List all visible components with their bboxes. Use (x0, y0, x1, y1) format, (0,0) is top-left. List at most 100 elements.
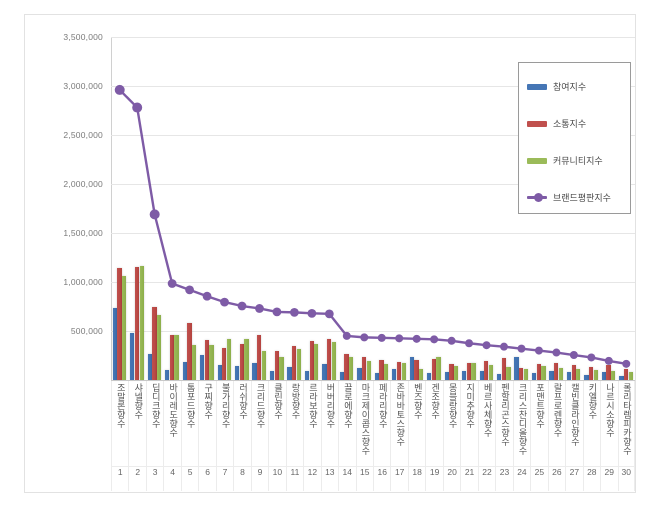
gridline (111, 282, 635, 283)
x-axis-rank-label: 14 (342, 467, 353, 477)
gridline (111, 184, 635, 185)
bar (217, 365, 222, 380)
line-marker (237, 301, 247, 311)
line-marker (290, 307, 299, 317)
x-axis-category-label: 바이레도향수 (168, 383, 179, 437)
x-axis-category-label: 롤리타렘피카향수 (621, 383, 632, 455)
bar-group (619, 37, 633, 380)
x-axis-category-label: 조말론향수 (115, 383, 126, 428)
y-axis-tick-label: 1,500,000 (63, 228, 103, 238)
x-axis-category-label: 몽블랑향수 (447, 383, 458, 428)
bar-group (339, 37, 354, 380)
bar (257, 334, 262, 380)
bar (619, 375, 624, 380)
line-marker (482, 341, 491, 350)
bar (409, 357, 414, 380)
x-axis-category: 버버리향수 13 (320, 381, 338, 491)
bar (541, 366, 546, 380)
bar (431, 359, 437, 380)
bar (204, 340, 209, 380)
bar (444, 371, 449, 380)
x-axis-category-label: 클린향수 (272, 383, 283, 419)
bar (396, 361, 402, 380)
legend-item-3[interactable]: 커뮤니티지수 (527, 154, 603, 167)
bar-group (444, 37, 459, 380)
bar (169, 335, 175, 380)
legend-item-4[interactable]: 브랜드평판지수 (527, 191, 611, 204)
bar (222, 347, 227, 380)
bar-group (165, 37, 179, 380)
x-axis-rank-label: 18 (412, 467, 422, 477)
legend-line-swatch-icon (527, 193, 547, 202)
bar (304, 370, 310, 380)
x-axis-category-label: 랄프로렌향수 (552, 383, 563, 437)
bar (379, 360, 384, 380)
line-marker (149, 209, 160, 220)
line-marker (114, 84, 125, 95)
bar (576, 368, 581, 380)
bar (462, 370, 467, 380)
legend-item-1[interactable]: 참여지수 (527, 80, 586, 93)
bar-group (112, 37, 127, 380)
bar (322, 364, 327, 380)
x-axis-category-label: 랑방향수 (290, 383, 301, 419)
line-marker (324, 309, 334, 319)
bar (488, 365, 494, 380)
x-axis-category: 딥디크향수 3 (145, 381, 163, 491)
x-axis-category-label: 크리드향수 (255, 383, 266, 428)
x-axis-rank-label: 12 (307, 467, 318, 477)
legend-item-2[interactable]: 소통지수 (527, 117, 586, 130)
bar (427, 373, 432, 380)
bar-group (269, 37, 284, 380)
bar (174, 335, 179, 380)
x-axis-rank-label: 5 (187, 467, 193, 477)
bar-group (322, 37, 336, 380)
x-axis-category: 랑방향수 11 (285, 381, 303, 491)
x-axis-rank-label: 25 (534, 467, 545, 477)
bar (269, 371, 275, 380)
bar-group (584, 37, 598, 380)
bar-group (479, 37, 494, 380)
x-axis-category-label: 펜할리곤스향수 (500, 383, 511, 446)
x-axis-category-label: 러쉬향수 (238, 383, 249, 419)
line-marker (604, 356, 613, 365)
bar (252, 362, 257, 380)
x-axis-rank-label: 15 (360, 467, 370, 477)
legend-label: 참여지수 (553, 82, 587, 92)
x-axis-category: 조말론향수 1 (111, 381, 128, 491)
x-axis-category-label: 샤넬향수 (133, 383, 144, 419)
bar (566, 372, 572, 380)
bar (122, 275, 127, 380)
y-axis-tick-label: 3,000,000 (63, 81, 103, 91)
x-axis-rank-label: 26 (552, 467, 562, 477)
y-axis-tick-label: 2,500,000 (63, 130, 103, 140)
bar-group (514, 37, 529, 380)
x-axis-category-label: 구찌향수 (203, 383, 214, 419)
bar-group (357, 37, 371, 380)
bar (296, 348, 301, 380)
bar-group (287, 37, 301, 380)
bar (392, 369, 397, 380)
gridline (111, 86, 635, 87)
bar (471, 363, 476, 380)
x-axis-category-label: 크리스찬디올향수 (517, 383, 528, 455)
x-axis-rank-label: 10 (272, 467, 283, 477)
x-axis-rank-label: 2 (135, 467, 141, 477)
bar (165, 369, 170, 380)
x-axis-category: 키엘향수 28 (582, 381, 600, 491)
x-axis-categories: 조말론향수 1 샤넬향수 2 딥디크향수 3 바이레도향수 4 톰포드향수 5 구찌향수 6 불가리향수… (111, 381, 635, 491)
x-axis-category: 클린향수 10 (268, 381, 285, 491)
x-axis-rank-label: 30 (621, 467, 631, 477)
bar-group (549, 37, 563, 380)
bar (134, 267, 140, 380)
bar-group (427, 37, 441, 380)
x-axis-category: 샤넬향수 2 (128, 381, 145, 491)
bar-group (374, 37, 389, 380)
bar (274, 350, 279, 380)
bar-group (147, 37, 162, 380)
bar-group (235, 37, 249, 380)
x-axis-rank-label: 23 (499, 467, 510, 477)
bar (589, 367, 594, 380)
bar (344, 354, 349, 380)
bar (549, 370, 554, 380)
